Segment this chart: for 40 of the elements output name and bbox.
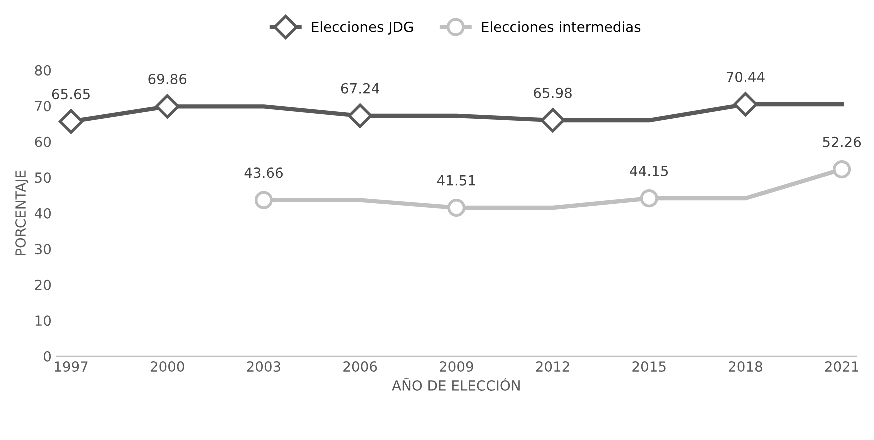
- point: [833, 160, 852, 179]
- x-tick-label: 2009: [440, 362, 474, 372]
- point: [348, 104, 373, 128]
- point: [734, 92, 758, 117]
- x-axis-title: AÑO DE ELECCIÓN: [392, 378, 520, 392]
- y-tick-label: 70: [35, 101, 52, 112]
- x-tick-label: 2015: [632, 362, 666, 372]
- data-label: 52.26: [823, 136, 862, 148]
- y-axis-title: PORCENTAJE: [16, 170, 29, 256]
- point: [59, 110, 84, 134]
- x-tick-label: 1997: [55, 362, 88, 372]
- point: [155, 94, 180, 119]
- legend-label: Elecciones JDG: [312, 22, 414, 35]
- y-tick-label: 40: [34, 208, 52, 219]
- y-tick-label: 0: [44, 351, 52, 362]
- data-label: 69.86: [148, 74, 187, 85]
- x-tick-label: 2006: [344, 362, 378, 372]
- x-tick-label: 2000: [150, 362, 184, 372]
- x-tick-label: 2021: [825, 362, 858, 372]
- y-tick-label: 50: [35, 172, 52, 184]
- data-label: 44.15: [630, 166, 668, 176]
- point: [640, 190, 658, 208]
- x-tick-label: 2003: [247, 362, 281, 372]
- y-tick-label: 20: [35, 280, 52, 290]
- point: [540, 108, 566, 133]
- legend-label: Elecciones intermedias: [482, 22, 641, 32]
- data-label: 65.98: [534, 88, 572, 98]
- y-tick-label: 60: [35, 136, 52, 148]
- x-tick-label: 2012: [536, 362, 570, 372]
- data-label: 41.51: [437, 176, 476, 186]
- y-tick-label: 10: [36, 316, 52, 326]
- data-label: 70.44: [726, 72, 765, 82]
- point: [448, 198, 466, 218]
- y-tick-label: 80: [35, 65, 52, 76]
- data-label: 65.65: [52, 89, 90, 100]
- point: [254, 191, 273, 210]
- data-label: 67.24: [341, 83, 380, 94]
- data-label: 43.66: [244, 168, 283, 178]
- y-tick-label: 30: [35, 244, 52, 255]
- x-tick-label: 2018: [729, 362, 762, 372]
